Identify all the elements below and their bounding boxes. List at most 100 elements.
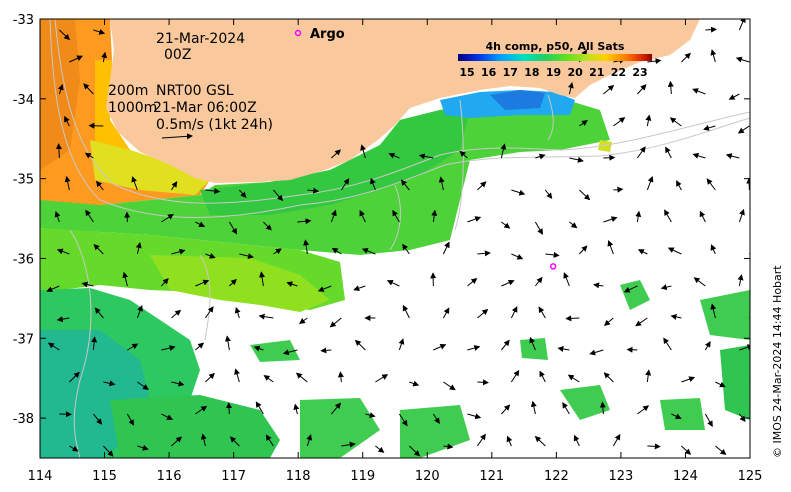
colorbar-tick-label: 19 xyxy=(546,66,561,79)
current-vector xyxy=(647,443,661,450)
current-vector xyxy=(569,221,578,229)
current-vector xyxy=(137,381,149,390)
current-vector xyxy=(667,80,674,95)
current-vector xyxy=(501,279,515,287)
current-vector xyxy=(400,179,410,191)
current-vector xyxy=(637,405,650,415)
current-vector xyxy=(562,402,570,415)
current-vector xyxy=(392,209,400,223)
current-vector xyxy=(623,285,638,293)
lon-tick-label: 125 xyxy=(738,469,763,484)
current-vector xyxy=(544,189,553,199)
current-vector xyxy=(137,444,149,451)
sst-field xyxy=(40,19,750,458)
current-vector xyxy=(692,152,706,159)
current-vector xyxy=(442,241,450,255)
current-vector xyxy=(443,381,456,391)
current-vector xyxy=(443,443,454,450)
current-vector xyxy=(135,242,142,255)
current-vector xyxy=(341,441,356,448)
current-vector xyxy=(545,251,560,258)
current-vector xyxy=(563,272,570,287)
colorbar-tick-label: 23 xyxy=(632,66,647,79)
current-vector xyxy=(735,56,750,63)
current-vector xyxy=(161,413,173,420)
current-vector xyxy=(738,208,745,223)
lon-tick-label: 117 xyxy=(221,469,246,484)
current-vector xyxy=(432,413,440,424)
colorbar xyxy=(458,54,652,61)
current-vector xyxy=(667,247,682,255)
current-vector xyxy=(226,402,233,415)
current-vector xyxy=(91,336,98,351)
current-vector xyxy=(477,250,491,257)
current-vector xyxy=(64,175,71,191)
current-vector xyxy=(56,248,70,255)
current-vector xyxy=(706,178,716,191)
current-vector xyxy=(229,278,237,287)
current-vector xyxy=(693,277,706,287)
current-vector xyxy=(710,244,717,255)
current-vector xyxy=(122,271,129,287)
current-vector xyxy=(603,216,618,223)
current-vector xyxy=(557,346,570,352)
current-vector xyxy=(195,221,206,227)
current-vector xyxy=(409,380,420,387)
current-vector xyxy=(538,306,546,319)
current-vector xyxy=(337,371,344,383)
current-vector xyxy=(340,178,350,191)
current-vector xyxy=(715,445,727,456)
current-vector xyxy=(200,433,207,447)
current-vector xyxy=(238,189,247,199)
current-vector xyxy=(636,146,646,159)
current-vector xyxy=(365,412,376,419)
current-vector xyxy=(204,306,214,319)
current-vector xyxy=(69,371,80,383)
current-vector xyxy=(317,285,332,292)
current-vector xyxy=(388,152,400,159)
current-vector xyxy=(286,281,298,288)
current-vector xyxy=(635,317,648,327)
current-vector xyxy=(59,29,71,41)
current-vector xyxy=(398,413,408,427)
current-vector xyxy=(725,153,740,160)
current-vector xyxy=(534,435,546,447)
current-vector xyxy=(529,336,536,351)
current-vector xyxy=(501,404,511,415)
current-vector xyxy=(234,306,241,319)
current-vector xyxy=(626,346,638,353)
current-vector xyxy=(131,176,138,191)
lon-tick-label: 124 xyxy=(673,469,698,484)
colorbar-title: 4h comp, p50, All Sats xyxy=(486,40,625,53)
lat-tick-label: -35 xyxy=(13,173,34,188)
current-vector xyxy=(402,304,410,319)
current-vector xyxy=(637,84,647,95)
current-vector xyxy=(331,247,342,255)
current-vector xyxy=(500,143,507,159)
lon-tick-label: 120 xyxy=(415,469,440,484)
argo-legend-marker xyxy=(294,29,302,37)
current-vector xyxy=(669,117,682,127)
current-vector xyxy=(646,175,654,191)
current-vector xyxy=(738,413,746,422)
current-vector xyxy=(728,93,740,100)
current-vector xyxy=(375,445,385,453)
lon-tick-label: 123 xyxy=(608,469,633,484)
current-vector xyxy=(409,445,421,457)
current-vector xyxy=(599,401,606,415)
colorbar-tick-label: 21 xyxy=(589,66,604,79)
current-vector xyxy=(84,152,94,159)
current-vector xyxy=(511,189,526,196)
current-vector xyxy=(593,282,604,289)
current-vector xyxy=(81,281,94,288)
current-vector xyxy=(510,306,518,319)
current-vector xyxy=(57,83,64,95)
lon-tick-label: 119 xyxy=(350,469,375,484)
current-vector xyxy=(103,380,116,387)
contour-1000m-label: 1000m xyxy=(108,100,157,116)
current-vector xyxy=(534,276,543,287)
current-vector xyxy=(297,218,312,225)
current-vector xyxy=(171,436,183,447)
lon-tick-label: 118 xyxy=(286,469,311,484)
